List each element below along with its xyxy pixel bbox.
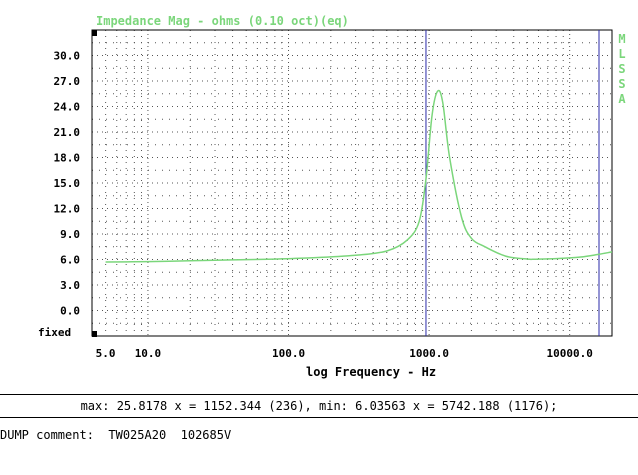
dump-comment: DUMP comment: TW025A20 102685V [0, 428, 231, 442]
side-label-letter: L [618, 47, 625, 61]
y-tick-label: 24.0 [54, 101, 81, 114]
y-tick-label: 6.0 [60, 254, 80, 267]
y-tick-label: 21.0 [54, 126, 81, 139]
y-tick-label: 9.0 [60, 228, 80, 241]
dump-label: DUMP comment: [0, 428, 94, 442]
dump-value: TW025A20 102685V [108, 428, 232, 442]
impedance-series-line [105, 89, 613, 263]
side-label-letter: M [618, 32, 625, 46]
impedance-chart: Impedance Mag - ohms (0.10 oct)(eq) MLSS… [38, 14, 626, 379]
side-label-letter: S [618, 77, 625, 91]
x-tick-label: 100.0 [272, 347, 305, 360]
x-tick-label: 10000.0 [547, 347, 593, 360]
y-tick-label: 18.0 [54, 152, 81, 165]
grid [92, 30, 612, 336]
y-tick-label: 3.0 [60, 279, 80, 292]
y-tick-label: 15.0 [54, 177, 81, 190]
measurement-readout: max: 25.8178 x = 1152.344 (236), min: 6.… [0, 394, 638, 418]
bottom-left-marker [92, 331, 97, 337]
y-tick-label: 0.0 [60, 305, 80, 318]
plot-frame [91, 29, 613, 337]
side-label-letter: S [618, 62, 625, 76]
y-tick-label: 12.0 [54, 203, 81, 216]
y-axis-ticks: 30.0 27.0 24.0 21.0 18.0 15.0 12.0 9.0 6.0 3.0 0.0 [54, 50, 81, 318]
x-tick-label: 1000.0 [409, 347, 449, 360]
x-tick-label: 10.0 [135, 347, 162, 360]
y-tick-label: 27.0 [54, 75, 81, 88]
side-label-letter: A [618, 92, 626, 106]
chart-title: Impedance Mag - ohms (0.10 oct)(eq) [96, 14, 349, 28]
x-tick-label: 5.0 [96, 347, 116, 360]
x-axis-label: log Frequency - Hz [306, 365, 436, 379]
x-axis-ticks: 5.0 10.0 100.0 1000.0 10000.0 [96, 347, 593, 360]
top-left-marker [92, 30, 97, 36]
y-tick-label: 30.0 [54, 50, 81, 63]
y-bottom-label: fixed [38, 326, 71, 339]
